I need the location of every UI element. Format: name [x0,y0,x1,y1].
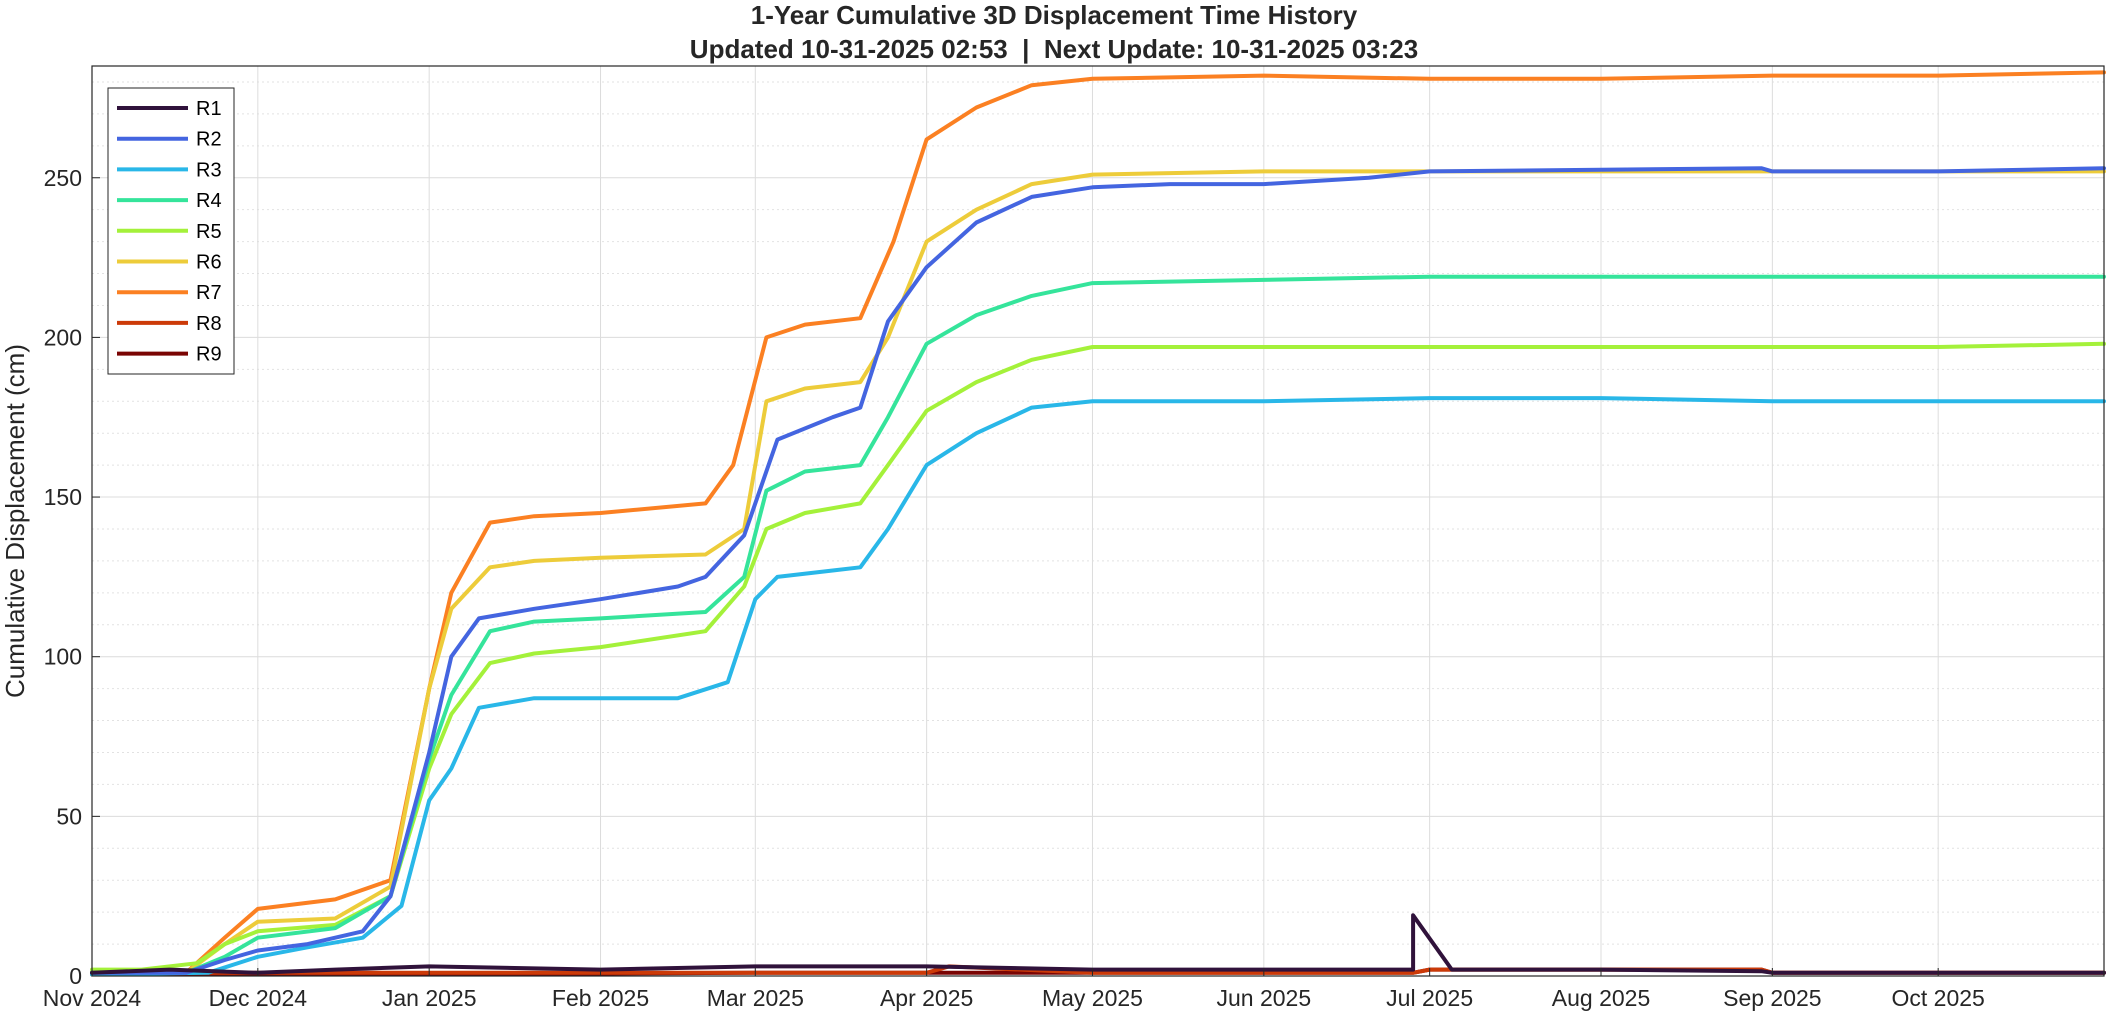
chart-subtitle: Updated 10-31-2025 02:53 | Next Update: … [690,34,1418,64]
series-line-r3 [90,396,2106,977]
y-tick-label: 250 [44,165,82,191]
series-line-r2 [90,166,2106,975]
x-tick-label: Mar 2025 [707,985,804,1011]
y-tick-label: 0 [69,963,82,989]
legend-label-r2: R2 [196,129,222,151]
x-tick-label: Apr 2025 [880,985,973,1011]
legend-label-r7: R7 [196,282,222,304]
legend-label-r4: R4 [196,190,222,212]
series-line-r7 [90,70,2106,975]
legend-label-r6: R6 [196,252,222,274]
x-axis: Nov 2024 Dec 2024 Jan 2025 Feb 2025 Mar 2025… [43,968,1985,1011]
x-tick-label: Nov 2024 [43,985,142,1011]
y-tick-label: 50 [56,803,82,829]
legend-label-r5: R5 [196,221,222,243]
x-tick-label: Feb 2025 [552,985,649,1011]
y-axis-label: Cumulative Displacement (cm) [0,344,30,698]
plot-area [92,66,2104,976]
x-tick-label: Sep 2025 [1723,985,1821,1011]
legend-label-r3: R3 [196,159,222,181]
x-tick-label: May 2025 [1042,985,1143,1011]
major-grid [92,66,2104,976]
x-tick-label: Aug 2025 [1552,985,1650,1011]
x-tick-label: Jul 2025 [1386,985,1473,1011]
series-line-r6 [90,169,2106,975]
x-tick-label: Jan 2025 [382,985,477,1011]
series-line-r4 [90,274,2106,977]
y-tick-label: 150 [44,484,82,510]
x-tick-label: Dec 2024 [209,985,308,1011]
legend-label-r9: R9 [196,344,222,366]
x-tick-label: Jun 2025 [1217,985,1312,1011]
legend-label-r8: R8 [196,313,222,335]
y-tick-label: 100 [44,644,82,670]
plot-frame [91,65,2105,977]
y-axis: 0 50 100 150 200 250 [44,165,100,989]
y-tick-label: 200 [44,324,82,350]
x-tick-label: Oct 2025 [1892,985,1985,1011]
chart-title: 1-Year Cumulative 3D Displacement Time H… [751,0,1358,30]
legend: R1 R2 R3 R4 R5 R6 R7 R8 R9 [107,87,235,375]
legend-label-r1: R1 [196,98,222,120]
series-line-r5 [90,341,2106,972]
